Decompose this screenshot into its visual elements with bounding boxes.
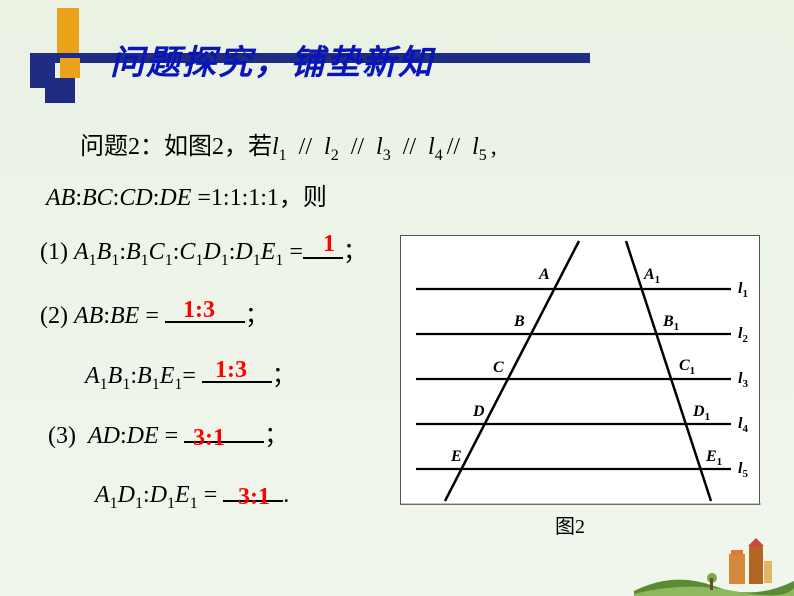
label-A1: A1 xyxy=(644,266,660,286)
label-E: E xyxy=(451,448,462,466)
label-B: B xyxy=(514,313,525,331)
label-E1: E1 xyxy=(706,448,722,468)
problem-line-1: 问题2：如图2，若l1 // l2 // l3 // l4 // l5 , xyxy=(80,125,760,171)
label-A: A xyxy=(539,266,550,284)
label-B1: B1 xyxy=(663,313,679,333)
answer-1: 1 xyxy=(323,222,335,268)
answer-2b: 1:3 xyxy=(215,348,247,394)
footer-decoration xyxy=(634,536,794,596)
problem-line-2: AB:BC:CD:DE =1:1:1:1，则 xyxy=(40,176,760,222)
label-l1: l1 xyxy=(738,280,748,300)
label-C1: C1 xyxy=(679,357,695,377)
problem-prefix: 问题2：如图2，若 xyxy=(80,134,272,160)
label-l3: l3 xyxy=(738,370,748,390)
label-C: C xyxy=(493,359,504,377)
answer-3: 3:1 xyxy=(193,416,225,462)
page-title: 问题探究，铺垫新知 xyxy=(110,35,434,84)
figure-caption: 图2 xyxy=(555,510,585,539)
label-D1: D1 xyxy=(693,403,710,423)
label-l2: l2 xyxy=(738,325,748,345)
answer-2: 1:3 xyxy=(183,288,215,334)
label-l5: l5 xyxy=(738,460,748,480)
label-D: D xyxy=(473,403,485,421)
answer-3b: 3:1 xyxy=(238,475,270,521)
label-l4: l4 xyxy=(738,415,748,435)
figure-2: A A1 B B1 C C1 D D1 E E1 l1 l2 l3 l4 l5 xyxy=(400,235,760,505)
